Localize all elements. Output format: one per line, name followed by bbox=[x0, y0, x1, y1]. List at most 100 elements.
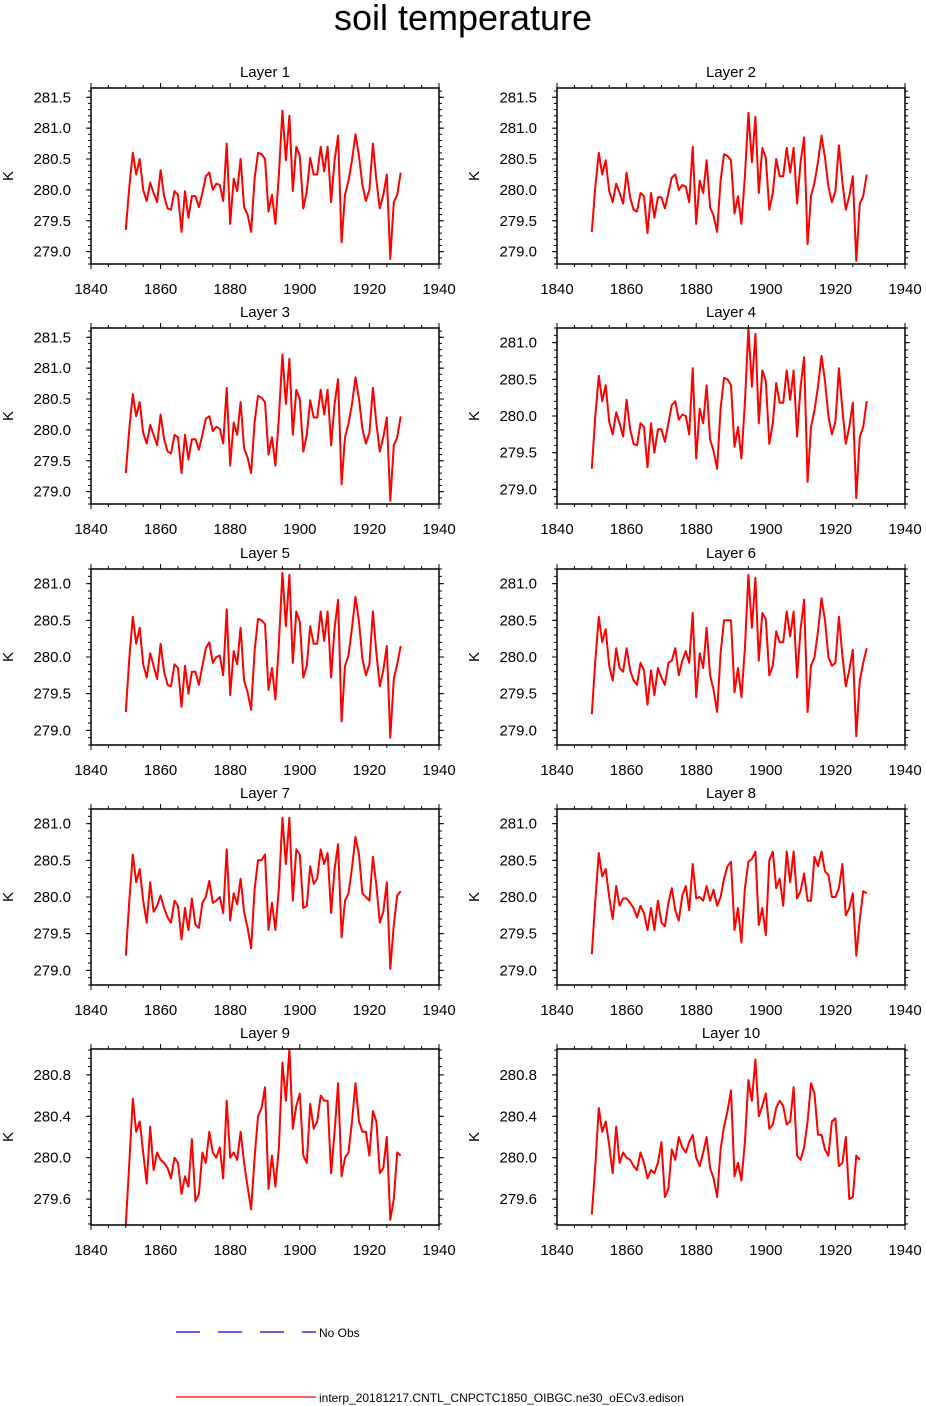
y-tick-label: 280.5 bbox=[33, 852, 71, 869]
y-tick-label: 280.5 bbox=[499, 852, 537, 869]
plot-frame bbox=[556, 1048, 906, 1226]
legend-label-model: interp_20181217.CNTL_CNPCTC1850_OIBGC.ne… bbox=[319, 1391, 684, 1405]
plot-frame bbox=[90, 808, 440, 986]
plot-frame bbox=[90, 327, 440, 505]
x-tick-label: 1940 bbox=[888, 762, 921, 779]
y-tick-label: 279.5 bbox=[499, 926, 537, 943]
plot-frame bbox=[556, 87, 906, 265]
series-line bbox=[590, 850, 868, 957]
x-tick-label: 1920 bbox=[353, 1002, 386, 1019]
series-line bbox=[590, 111, 868, 262]
y-tick-label: 280.0 bbox=[499, 1150, 537, 1167]
x-tick-label: 1860 bbox=[144, 1002, 177, 1019]
panel-title: Layer 1 bbox=[240, 64, 290, 81]
x-tick-label: 1860 bbox=[610, 762, 643, 779]
x-tick-label: 1920 bbox=[353, 762, 386, 779]
y-tick-label: 281.0 bbox=[33, 576, 71, 593]
panel-layer-6: Layer 6 K 1840 1860 1880 1900 1920 1940 279.0 279… bbox=[466, 545, 922, 779]
x-tick-label: 1900 bbox=[749, 762, 782, 779]
x-tick-label: 1900 bbox=[749, 521, 782, 538]
series-line bbox=[124, 571, 402, 739]
plot-frame bbox=[556, 327, 906, 505]
x-tick-label: 1880 bbox=[680, 521, 713, 538]
x-tick-label: 1920 bbox=[353, 281, 386, 298]
x-tick-label: 1940 bbox=[888, 281, 921, 298]
legend-label-no-obs: No Obs bbox=[319, 1326, 360, 1340]
y-tick-label: 281.0 bbox=[33, 360, 71, 377]
y-tick-label: 281.5 bbox=[499, 89, 537, 106]
x-tick-label: 1920 bbox=[819, 1242, 852, 1259]
x-tick-label: 1920 bbox=[819, 1002, 852, 1019]
y-tick-label: 280.5 bbox=[499, 371, 537, 388]
y-tick-label: 281.5 bbox=[33, 89, 71, 106]
panel-title: Layer 5 bbox=[240, 545, 290, 562]
y-tick-label: 279.0 bbox=[499, 244, 537, 261]
x-tick-label: 1860 bbox=[144, 281, 177, 298]
x-tick-label: 1840 bbox=[540, 281, 573, 298]
y-tick-label: 280.0 bbox=[33, 182, 71, 199]
y-axis-label: K bbox=[0, 171, 17, 181]
y-tick-label: 279.0 bbox=[499, 722, 537, 739]
x-tick-label: 1860 bbox=[144, 521, 177, 538]
y-tick-label: 280.5 bbox=[499, 612, 537, 629]
plot-frame bbox=[556, 808, 906, 986]
panel-title: Layer 2 bbox=[706, 64, 756, 81]
x-tick-label: 1920 bbox=[819, 281, 852, 298]
x-tick-label: 1920 bbox=[353, 1242, 386, 1259]
y-axis-label: K bbox=[0, 1132, 17, 1142]
y-tick-label: 280.5 bbox=[33, 612, 71, 629]
x-tick-label: 1920 bbox=[819, 521, 852, 538]
panels-grid: Layer 1 K 1840 1860 1880 1900 1920 1940 279.0 279… bbox=[0, 64, 922, 1259]
panel-layer-7: Layer 7 K 1840 1860 1880 1900 1920 1940 279.0 279… bbox=[0, 785, 456, 1019]
y-tick-label: 281.0 bbox=[33, 120, 71, 137]
x-tick-label: 1900 bbox=[749, 281, 782, 298]
y-tick-label: 281.0 bbox=[33, 816, 71, 833]
x-tick-label: 1840 bbox=[540, 762, 573, 779]
y-tick-label: 280.5 bbox=[499, 151, 537, 168]
y-tick-label: 279.5 bbox=[33, 926, 71, 943]
x-tick-label: 1940 bbox=[888, 1002, 921, 1019]
y-tick-label: 279.5 bbox=[499, 445, 537, 462]
x-tick-label: 1860 bbox=[610, 521, 643, 538]
x-tick-label: 1840 bbox=[540, 521, 573, 538]
y-tick-label: 281.0 bbox=[499, 335, 537, 352]
panel-layer-10: Layer 10 K 1840 1860 1880 1900 1920 1940 279.6 28… bbox=[466, 1025, 922, 1259]
panel-title: Layer 7 bbox=[240, 785, 290, 802]
panel-title: Layer 3 bbox=[240, 304, 290, 321]
x-tick-label: 1880 bbox=[680, 281, 713, 298]
y-tick-label: 280.0 bbox=[499, 182, 537, 199]
x-tick-label: 1940 bbox=[888, 521, 921, 538]
x-tick-label: 1880 bbox=[214, 281, 247, 298]
y-tick-label: 280.5 bbox=[33, 151, 71, 168]
y-tick-label: 280.8 bbox=[499, 1067, 537, 1084]
y-tick-label: 280.5 bbox=[33, 391, 71, 408]
panel-title: Layer 10 bbox=[702, 1025, 760, 1042]
plot-frame bbox=[90, 1048, 440, 1226]
x-tick-label: 1880 bbox=[680, 762, 713, 779]
x-tick-label: 1860 bbox=[610, 1242, 643, 1259]
panel-layer-4: Layer 4 K 1840 1860 1880 1900 1920 1940 279.0 279… bbox=[466, 304, 922, 538]
y-axis-label: K bbox=[466, 1132, 483, 1142]
x-tick-label: 1880 bbox=[214, 762, 247, 779]
series-line bbox=[124, 353, 402, 502]
panel-layer-8: Layer 8 K 1840 1860 1880 1900 1920 1940 279.0 279… bbox=[466, 785, 922, 1019]
y-tick-label: 280.0 bbox=[499, 889, 537, 906]
x-tick-label: 1880 bbox=[680, 1002, 713, 1019]
series-line bbox=[124, 109, 402, 261]
x-tick-label: 1860 bbox=[610, 1002, 643, 1019]
y-tick-label: 280.0 bbox=[33, 1150, 71, 1167]
y-axis-label: K bbox=[0, 652, 17, 662]
y-tick-label: 280.0 bbox=[499, 649, 537, 666]
y-tick-label: 279.5 bbox=[33, 213, 71, 230]
x-tick-label: 1940 bbox=[888, 1242, 921, 1259]
y-tick-label: 280.4 bbox=[499, 1108, 537, 1125]
x-tick-label: 1840 bbox=[74, 1002, 107, 1019]
series-line bbox=[124, 1049, 402, 1225]
legend: No Obs interp_20181217.CNTL_CNPCTC1850_O… bbox=[176, 1326, 684, 1405]
panel-layer-9: Layer 9 K 1840 1860 1880 1900 1920 1940 279.6 280… bbox=[0, 1025, 456, 1259]
panel-title: Layer 9 bbox=[240, 1025, 290, 1042]
x-tick-label: 1900 bbox=[283, 521, 316, 538]
panel-title: Layer 6 bbox=[706, 545, 756, 562]
x-tick-label: 1900 bbox=[749, 1242, 782, 1259]
